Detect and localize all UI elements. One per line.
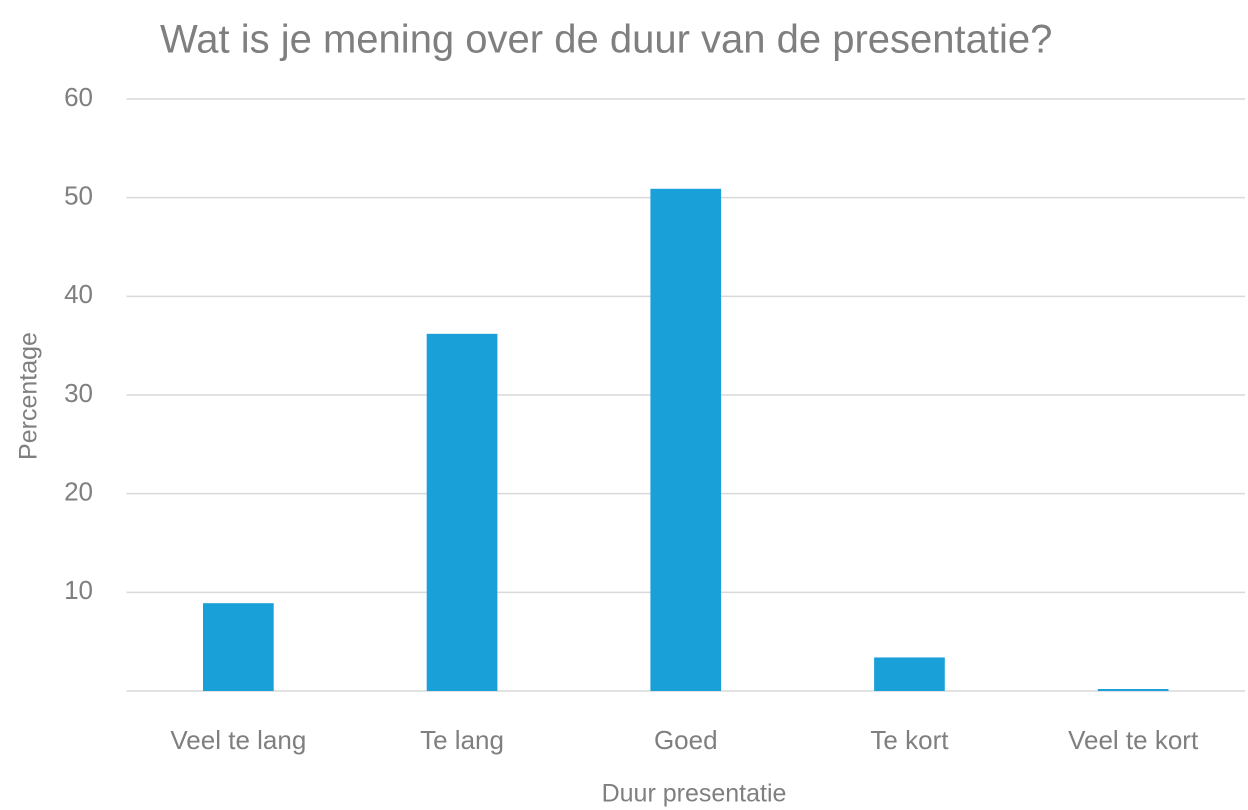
- y-tick-label: 20: [64, 477, 93, 507]
- x-axis-label: Duur presentatie: [602, 780, 787, 808]
- x-tick-label: Veel te kort: [1068, 725, 1199, 755]
- x-tick-label: Te lang: [420, 725, 504, 755]
- y-tick-label: 30: [64, 378, 93, 408]
- y-tick-label: 60: [64, 82, 93, 112]
- y-tick-label: 50: [64, 181, 93, 211]
- bar: [650, 188, 722, 691]
- y-axis-label: Percentage: [15, 332, 43, 460]
- x-tick-label: Te kort: [870, 725, 949, 755]
- y-tick-label: 40: [64, 279, 93, 309]
- chart-title: Wat is je mening over de duur van de pre…: [160, 18, 1052, 62]
- x-tick-label: Veel te lang: [170, 725, 306, 755]
- bar: [874, 657, 945, 691]
- bar: [1097, 689, 1169, 691]
- bar: [203, 603, 274, 691]
- x-tick-label: Goed: [654, 725, 718, 755]
- bar: [426, 333, 498, 691]
- y-tick-label: 10: [64, 575, 93, 605]
